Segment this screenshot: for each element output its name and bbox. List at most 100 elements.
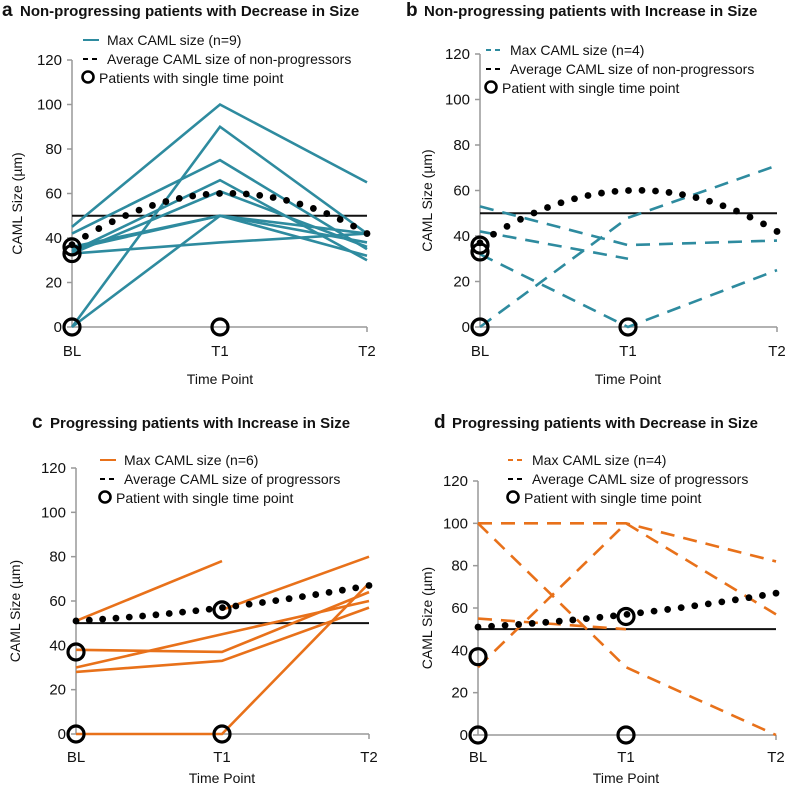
single-time-point-marker bbox=[212, 600, 232, 620]
average-dot bbox=[598, 189, 605, 197]
average-dot bbox=[82, 232, 89, 240]
single-time-point-marker bbox=[212, 724, 232, 744]
y-tick-label: 120 bbox=[41, 460, 66, 477]
panel-title: Non-progressing patients with Decrease i… bbox=[20, 3, 359, 20]
average-dot bbox=[175, 195, 183, 202]
series-line-patient-2 bbox=[479, 230, 629, 261]
single-time-point-marker bbox=[210, 317, 230, 337]
x-tick-label: BL bbox=[469, 749, 487, 766]
average-dot bbox=[312, 591, 320, 598]
average-dot bbox=[216, 190, 223, 197]
panel-title: Progressing patients with Decrease in Si… bbox=[452, 415, 758, 432]
average-dot bbox=[760, 220, 767, 228]
average-dot bbox=[256, 191, 264, 199]
x-tick-label: T2 bbox=[768, 343, 786, 360]
average-dot bbox=[637, 609, 644, 617]
average-dot bbox=[272, 597, 280, 605]
legend-label: Patient with single time point bbox=[502, 80, 680, 96]
legend-label: Max CAML size (n=9) bbox=[107, 32, 241, 48]
average-dot bbox=[350, 222, 357, 230]
average-dot bbox=[746, 213, 754, 221]
average-dot bbox=[679, 191, 686, 198]
x-axis-label: Time Point bbox=[189, 770, 256, 786]
x-axis-label: Time Point bbox=[187, 371, 254, 387]
average-dot bbox=[139, 612, 146, 620]
single-time-point-marker bbox=[66, 724, 86, 744]
x-tick-label: T1 bbox=[617, 749, 635, 766]
x-tick-label: BL bbox=[63, 343, 81, 360]
y-tick-label: 120 bbox=[37, 52, 62, 69]
average-dot bbox=[192, 607, 200, 615]
x-tick-label: BL bbox=[67, 749, 85, 766]
legend: Max CAML size (n=9) Average CAML size of … bbox=[81, 32, 351, 86]
legend-label: Max CAML size (n=6) bbox=[124, 452, 258, 468]
panel-c: c Progressing patients with Increase in S… bbox=[7, 412, 378, 786]
average-dot bbox=[584, 192, 592, 199]
single-time-point-marker bbox=[470, 235, 490, 255]
average-dot bbox=[571, 195, 578, 203]
series-line-patient-1 bbox=[479, 205, 778, 247]
series-line-patient-1 bbox=[75, 559, 223, 623]
average-dot bbox=[719, 202, 727, 210]
x-axis-label: Time Point bbox=[593, 770, 660, 786]
series-line-patient-2 bbox=[70, 124, 368, 328]
x-tick-label: BL bbox=[471, 343, 489, 360]
y-tick-label: 40 bbox=[451, 642, 468, 659]
average-dot bbox=[665, 189, 673, 196]
average-dot bbox=[245, 600, 253, 608]
y-tick-label: 100 bbox=[37, 97, 62, 114]
average-dot bbox=[229, 189, 237, 197]
y-tick-label: 100 bbox=[41, 504, 66, 521]
y-tick-label: 20 bbox=[453, 274, 470, 291]
single-time-point-marker bbox=[618, 317, 638, 337]
average-dot bbox=[544, 204, 551, 211]
average-dot bbox=[692, 194, 700, 201]
y-tick-label: 120 bbox=[443, 473, 468, 490]
average-dot bbox=[179, 608, 186, 616]
average-dot bbox=[625, 187, 632, 194]
average-dot bbox=[365, 582, 373, 589]
average-dot bbox=[652, 187, 659, 195]
series-line-patient-8 bbox=[71, 214, 368, 249]
y-tick-label: 60 bbox=[45, 186, 62, 203]
y-tick-label: 20 bbox=[45, 275, 62, 292]
panel-a: a Non-progressing patients with Decrease … bbox=[2, 0, 376, 387]
average-dot bbox=[125, 613, 133, 621]
average-dot bbox=[745, 594, 753, 602]
average-dot bbox=[299, 593, 306, 601]
average-dot bbox=[135, 206, 143, 214]
y-tick-label: 20 bbox=[49, 682, 66, 699]
legend-circle-swatch bbox=[81, 70, 95, 84]
average-dot bbox=[474, 623, 482, 631]
legend-circle-swatch bbox=[484, 80, 498, 94]
average-dot bbox=[85, 616, 93, 624]
panel-d: d Progressing patients with Decrease in S… bbox=[419, 412, 785, 786]
y-tick-label: 100 bbox=[443, 515, 468, 532]
series-line-patient-9 bbox=[71, 232, 368, 255]
average-dot bbox=[108, 218, 116, 226]
average-dot bbox=[72, 617, 80, 625]
series-line-patient-4 bbox=[477, 617, 627, 631]
single-time-point-marker bbox=[66, 642, 86, 662]
average-dot bbox=[503, 222, 511, 230]
single-time-point-marker bbox=[616, 725, 636, 745]
legend: Max CAML size (n=4) Average CAML size of … bbox=[484, 42, 754, 96]
average-dot bbox=[99, 615, 107, 623]
y-tick-label: 40 bbox=[453, 228, 470, 245]
x-tick-label: T1 bbox=[213, 749, 231, 766]
average-dot bbox=[95, 225, 103, 232]
single-time-point-marker bbox=[468, 647, 488, 667]
legend-label: Average CAML size of non-progressors bbox=[510, 61, 754, 77]
single-time-point-marker bbox=[470, 317, 490, 337]
average-dot bbox=[733, 207, 740, 215]
legend-label: Patients with single time point bbox=[99, 70, 284, 86]
y-tick-label: 0 bbox=[58, 726, 66, 743]
series-line-patient-4 bbox=[75, 599, 370, 669]
legend-label: Max CAML size (n=4) bbox=[532, 452, 666, 468]
average-dot bbox=[718, 598, 726, 606]
y-tick-label: 60 bbox=[451, 600, 468, 617]
average-dot bbox=[259, 599, 266, 606]
series-line-patient-5 bbox=[75, 606, 370, 674]
average-dot bbox=[219, 604, 226, 612]
y-tick-label: 0 bbox=[54, 319, 62, 336]
